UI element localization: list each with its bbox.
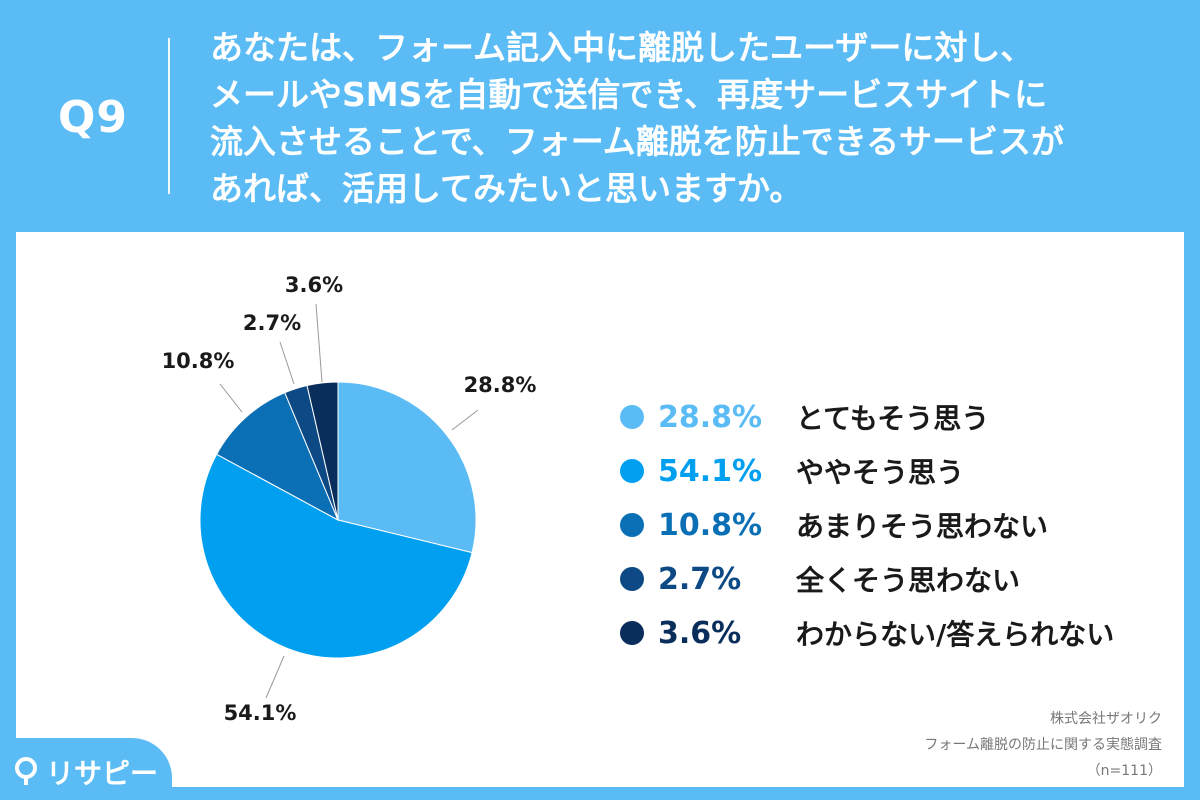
legend-percent: 3.6% xyxy=(658,615,742,651)
leader-line xyxy=(315,303,323,383)
legend-swatch xyxy=(620,459,644,483)
legend-label: あまりそう思わない xyxy=(796,510,1049,543)
slice-label: 2.7% xyxy=(243,311,301,335)
legend-percent: 54.1% xyxy=(658,453,763,489)
credit-sample: （n=111） xyxy=(1086,763,1162,779)
legend-percent: 10.8% xyxy=(658,507,763,543)
pin-icon xyxy=(15,757,37,785)
legend-item: 3.6% わからない/答えられない xyxy=(620,606,1114,660)
legend-swatch xyxy=(620,621,644,645)
header-divider xyxy=(168,38,170,194)
legend-item: 2.7% 全くそう思わない xyxy=(620,552,1114,606)
legend-percent: 28.8% xyxy=(658,399,763,435)
question-header: Q9 あなたは、フォーム記入中に離脱したユーザーに対し、 メールやSMSを自動で… xyxy=(0,0,1200,232)
question-line: メールやSMSを自動で送信でき、再度サービスサイトに xyxy=(210,75,1048,114)
question-line: あなたは、フォーム記入中に離脱したユーザーに対し、 xyxy=(210,28,1034,67)
legend: 28.8% とてもそう思う 54.1% ややそう思う 10.8% あまりそう思わ… xyxy=(620,390,1114,660)
legend-swatch xyxy=(620,567,644,591)
legend-swatch xyxy=(620,513,644,537)
pie-slice xyxy=(199,453,473,659)
question-text: あなたは、フォーム記入中に離脱したユーザーに対し、 メールやSMSを自動で送信で… xyxy=(210,24,1170,212)
credit-survey: フォーム離脱の防止に関する実態調査 xyxy=(924,737,1162,753)
slice-label: 10.8% xyxy=(162,349,235,373)
leader-line xyxy=(451,409,479,431)
leader-line xyxy=(265,655,285,699)
legend-item: 54.1% ややそう思う xyxy=(620,444,1114,498)
leader-line xyxy=(279,341,295,385)
pie-slice xyxy=(306,381,339,521)
question-line: 流入させることで、フォーム離脱を防止できるサービスが xyxy=(210,122,1065,161)
legend-label: 全くそう思わない xyxy=(796,564,1021,597)
legend-label: ややそう思う xyxy=(796,456,965,489)
legend-item: 10.8% あまりそう思わない xyxy=(620,498,1114,552)
slice-label: 28.8% xyxy=(464,373,537,397)
question-number: Q9 xyxy=(58,92,129,143)
source-credit: 株式会社ザオリク フォーム離脱の防止に関する実態調査 （n=111） xyxy=(924,706,1162,784)
slice-label: 3.6% xyxy=(285,273,343,297)
pie-slice xyxy=(215,392,340,522)
leader-line xyxy=(219,383,243,413)
legend-label: わからない/答えられない xyxy=(796,618,1115,651)
legend-percent: 2.7% xyxy=(658,561,742,597)
logo-text: リサピー xyxy=(46,757,159,790)
pie-slice xyxy=(337,381,477,554)
question-line: あれば、活用してみたいと思いますか。 xyxy=(210,169,803,208)
brand-logo: リサピー xyxy=(0,738,172,800)
slice-label: 54.1% xyxy=(224,701,297,725)
legend-label: とてもそう思う xyxy=(796,402,990,435)
legend-swatch xyxy=(620,405,644,429)
credit-company: 株式会社ザオリク xyxy=(1050,711,1162,727)
legend-item: 28.8% とてもそう思う xyxy=(620,390,1114,444)
pie-chart: 28.8% 54.1% 10.8% 2.7% 3.6% xyxy=(162,273,537,725)
chart-panel: 28.8% 54.1% 10.8% 2.7% 3.6% 28.8% とてもそう思う 54… xyxy=(16,232,1184,787)
